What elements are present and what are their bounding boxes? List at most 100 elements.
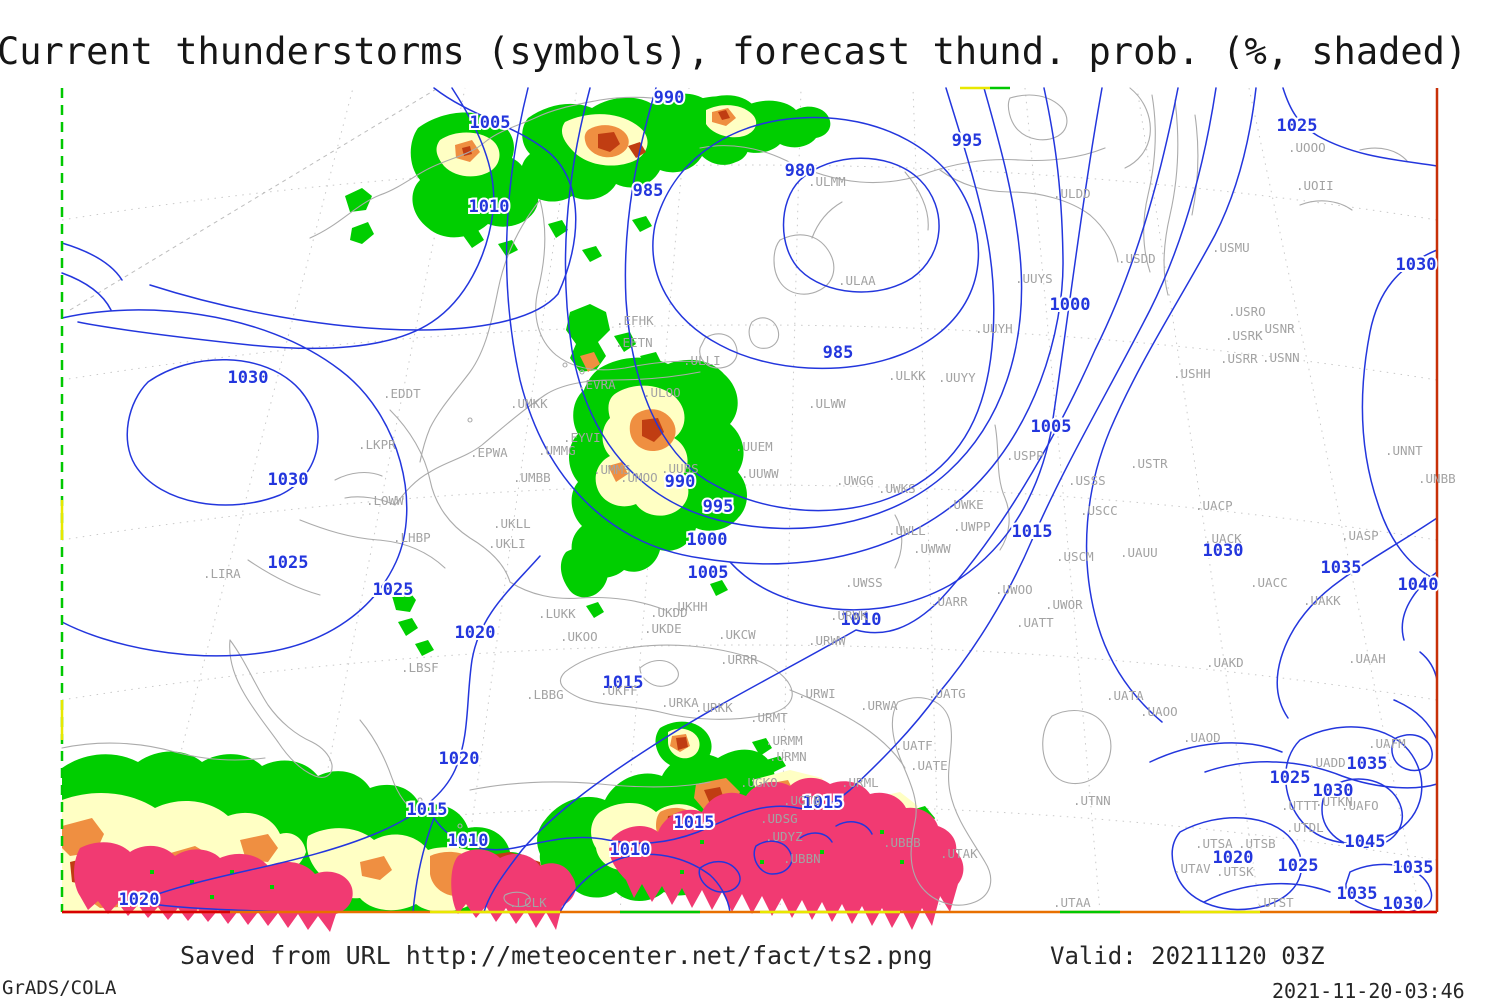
svg-text:.EFHK: .EFHK xyxy=(616,313,654,328)
station-labels: .ULMM .UOOO .UOII .ULDD .USMU .USDD .ULAA .UUYS… xyxy=(203,140,1456,910)
svg-text:.UGKO: .UGKO xyxy=(740,775,778,790)
svg-text:.UUEM: .UUEM xyxy=(735,439,773,454)
svg-text:1035: 1035 xyxy=(1321,558,1362,578)
svg-text:.URWW: .URWW xyxy=(808,633,846,648)
svg-text:.UMMG: .UMMG xyxy=(538,443,576,458)
svg-text:.UARR: .UARR xyxy=(930,594,968,609)
svg-text:.LBBG: .LBBG xyxy=(526,687,564,702)
svg-text:.URWI: .URWI xyxy=(798,686,836,701)
svg-text:.UTNN: .UTNN xyxy=(1073,793,1111,808)
svg-text:.UKDE: .UKDE xyxy=(644,621,682,636)
svg-text:.USRR: .USRR xyxy=(1220,351,1258,366)
svg-text:.UAOD: .UAOD xyxy=(1183,730,1221,745)
svg-text:.URWA: .URWA xyxy=(860,698,898,713)
svg-text:1000: 1000 xyxy=(687,530,728,550)
svg-text:.URKA: .URKA xyxy=(661,695,699,710)
svg-text:1000: 1000 xyxy=(1050,295,1091,315)
svg-text:.UBBB: .UBBB xyxy=(883,835,921,850)
svg-text:1025: 1025 xyxy=(1277,116,1318,136)
svg-text:.UACK: .UACK xyxy=(1204,531,1242,546)
svg-text:.UDYZ: .UDYZ xyxy=(765,829,803,844)
svg-text:1010: 1010 xyxy=(469,197,510,217)
svg-text:1030: 1030 xyxy=(228,368,269,388)
valid-time-label: Valid: 20211120 03Z xyxy=(1050,942,1325,970)
svg-text:990: 990 xyxy=(665,472,696,492)
svg-text:.EETN: .EETN xyxy=(615,335,653,350)
svg-text:.UMBB: .UMBB xyxy=(513,470,551,485)
svg-text:1020: 1020 xyxy=(119,890,160,910)
svg-text:.UATG: .UATG xyxy=(928,686,966,701)
svg-text:1005: 1005 xyxy=(688,563,729,583)
svg-text:.UADD: .UADD xyxy=(1308,755,1346,770)
svg-text:1030: 1030 xyxy=(1396,255,1437,275)
svg-text:.UOOO: .UOOO xyxy=(1288,140,1326,155)
svg-text:.URKK: .URKK xyxy=(695,700,733,715)
svg-text:1010: 1010 xyxy=(610,840,651,860)
svg-text:.USNR: .USNR xyxy=(1257,321,1295,336)
svg-text:1030: 1030 xyxy=(1313,781,1354,801)
svg-text:1035: 1035 xyxy=(1337,884,1378,904)
svg-text:.UAUU: .UAUU xyxy=(1120,545,1158,560)
page-title: Current thunderstorms (symbols), forecas… xyxy=(0,30,1468,73)
svg-text:.UATA: .UATA xyxy=(1106,688,1144,703)
svg-text:.UWPP: .UWPP xyxy=(953,519,991,534)
svg-text:.USNN: .USNN xyxy=(1262,350,1300,365)
svg-text:.LIRA: .LIRA xyxy=(203,566,241,581)
svg-text:.LHBP: .LHBP xyxy=(393,530,431,545)
svg-text:.USPP: .USPP xyxy=(1006,448,1044,463)
svg-text:.LOWW: .LOWW xyxy=(366,493,404,508)
svg-text:980: 980 xyxy=(785,161,816,181)
svg-text:.UTAK: .UTAK xyxy=(940,846,978,861)
svg-text:1010: 1010 xyxy=(448,831,489,851)
svg-text:1005: 1005 xyxy=(470,113,511,133)
svg-text:.UWSS: .UWSS xyxy=(845,575,883,590)
svg-text:.UAFO: .UAFO xyxy=(1341,798,1379,813)
generator-credit: GrADS/COLA xyxy=(2,977,117,999)
svg-text:.UTSB: .UTSB xyxy=(1238,836,1276,851)
svg-text:.UTKN: .UTKN xyxy=(1315,794,1353,809)
svg-text:1035: 1035 xyxy=(1393,858,1434,878)
svg-text:.USRK: .USRK xyxy=(1225,328,1263,343)
svg-text:.UAKD: .UAKD xyxy=(1206,655,1244,670)
svg-text:1025: 1025 xyxy=(373,580,414,600)
svg-text:.URMN: .URMN xyxy=(769,749,807,764)
svg-text:1015: 1015 xyxy=(1012,522,1053,542)
svg-text:1015: 1015 xyxy=(803,793,844,813)
svg-text:.UUYH: .UUYH xyxy=(975,321,1013,336)
svg-text:.ULWW: .ULWW xyxy=(808,396,846,411)
svg-text:.URRR: .URRR xyxy=(720,652,758,667)
svg-text:.UNNT: .UNNT xyxy=(1385,443,1423,458)
svg-text:.URWK: .URWK xyxy=(830,608,868,623)
svg-text:1020: 1020 xyxy=(455,623,496,643)
svg-text:.UKDD: .UKDD xyxy=(650,605,688,620)
svg-text:.UUYS: .UUYS xyxy=(1015,271,1053,286)
svg-text:.UBBN: .UBBN xyxy=(783,851,821,866)
svg-text:1005: 1005 xyxy=(1031,417,1072,437)
svg-text:1025: 1025 xyxy=(1270,768,1311,788)
svg-text:.UTAV: .UTAV xyxy=(1173,861,1211,876)
svg-text:.UKFF: .UKFF xyxy=(600,683,638,698)
svg-text:1030: 1030 xyxy=(268,470,309,490)
svg-text:.UATE: .UATE xyxy=(910,758,948,773)
svg-text:1025: 1025 xyxy=(1278,856,1319,876)
svg-text:1015: 1015 xyxy=(603,673,644,693)
svg-text:.UWKS: .UWKS xyxy=(878,481,916,496)
creation-timestamp: 2021-11-20-03:46 xyxy=(1272,979,1465,1000)
svg-text:995: 995 xyxy=(703,497,734,517)
svg-text:.UWLL: .UWLL xyxy=(888,523,926,538)
svg-text:.UMKK: .UMKK xyxy=(510,396,548,411)
svg-text:.ULAA: .ULAA xyxy=(838,273,876,288)
svg-text:.URMT: .URMT xyxy=(750,710,788,725)
svg-text:1015: 1015 xyxy=(674,813,715,833)
isobar-labels: 990 1005 980 995 1025 985 1010 1030 1030 985 1000 1… xyxy=(117,86,1441,916)
svg-text:.USTR: .USTR xyxy=(1130,456,1168,471)
svg-text:.UOII: .UOII xyxy=(1296,178,1334,193)
coastlines xyxy=(61,87,1409,908)
svg-text:.UMOO: .UMOO xyxy=(620,470,658,485)
svg-text:.UUWW: .UUWW xyxy=(741,466,779,481)
svg-text:.UGTB: .UGTB xyxy=(783,793,821,808)
svg-text:.LCLK: .LCLK xyxy=(509,895,547,910)
svg-text:.UATT: .UATT xyxy=(1016,615,1054,630)
